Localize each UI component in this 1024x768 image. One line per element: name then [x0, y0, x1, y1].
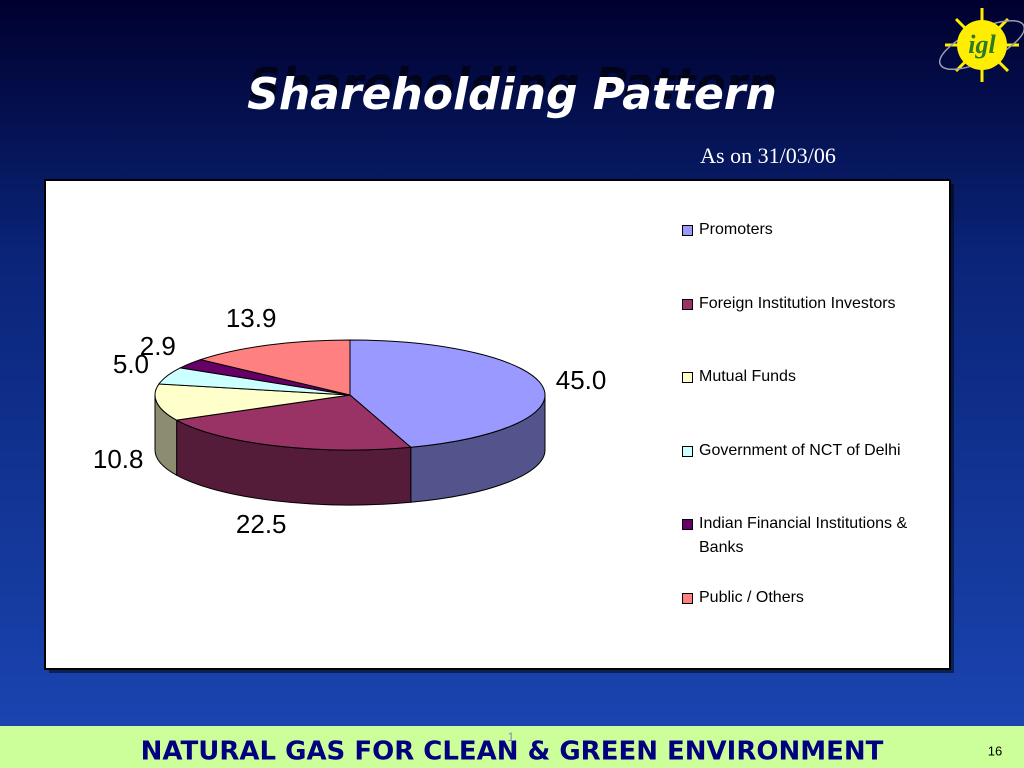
legend-swatch — [682, 299, 693, 310]
footer-band — [0, 726, 1024, 768]
legend-item: Indian Financial Institutions & Banks — [682, 512, 946, 560]
legend-item: Public / Others — [682, 586, 946, 610]
legend-swatch — [682, 225, 693, 236]
legend-label: Government of NCT of Delhi — [699, 442, 901, 459]
legend-swatch — [682, 593, 693, 604]
legend-label: Public / Others — [699, 589, 804, 606]
legend-label: Mutual Funds — [699, 368, 796, 385]
legend-item: Government of NCT of Delhi — [682, 439, 946, 463]
title-shadow: Shareholding Pattern — [249, 59, 779, 110]
legend-swatch — [682, 372, 693, 383]
data-label: 13.9 — [226, 303, 277, 333]
pie-slice — [175, 394, 413, 451]
chart-subtitle: As on 31/03/06 — [700, 143, 836, 168]
pie-slice — [349, 339, 546, 448]
pie: 45.0 22.5 10.8 5.02.9 13.9 — [93, 303, 606, 539]
legend-label: Indian Financial Institutions & Banks — [699, 515, 908, 556]
chart-title: Shareholding Pattern — [247, 69, 777, 120]
data-label: 45.0 — [556, 365, 607, 395]
page-number: 16 — [988, 743, 1002, 758]
footer-mark: 1 — [508, 730, 515, 744]
footer-text: NATURAL GAS FOR CLEAN & GREEN ENVIRONMEN… — [141, 737, 884, 767]
logo: igl — [939, 8, 1024, 82]
legend-label: Promoters — [699, 221, 773, 238]
pie-slice — [198, 339, 351, 396]
data-label: 22.5 — [236, 509, 287, 539]
legend-item: Mutual Funds — [682, 365, 946, 389]
legend-label: Foreign Institution Investors — [699, 295, 896, 312]
logo-text: igl — [968, 30, 996, 59]
legend-item: Foreign Institution Investors — [682, 292, 946, 316]
data-label: 2.9 — [140, 331, 176, 361]
data-label: 5.0 — [113, 349, 149, 379]
data-label: 10.8 — [93, 444, 144, 474]
legend-swatch — [682, 519, 693, 530]
pie-slice — [154, 383, 351, 421]
legend-swatch — [682, 446, 693, 457]
legend-item: Promoters — [682, 218, 946, 242]
